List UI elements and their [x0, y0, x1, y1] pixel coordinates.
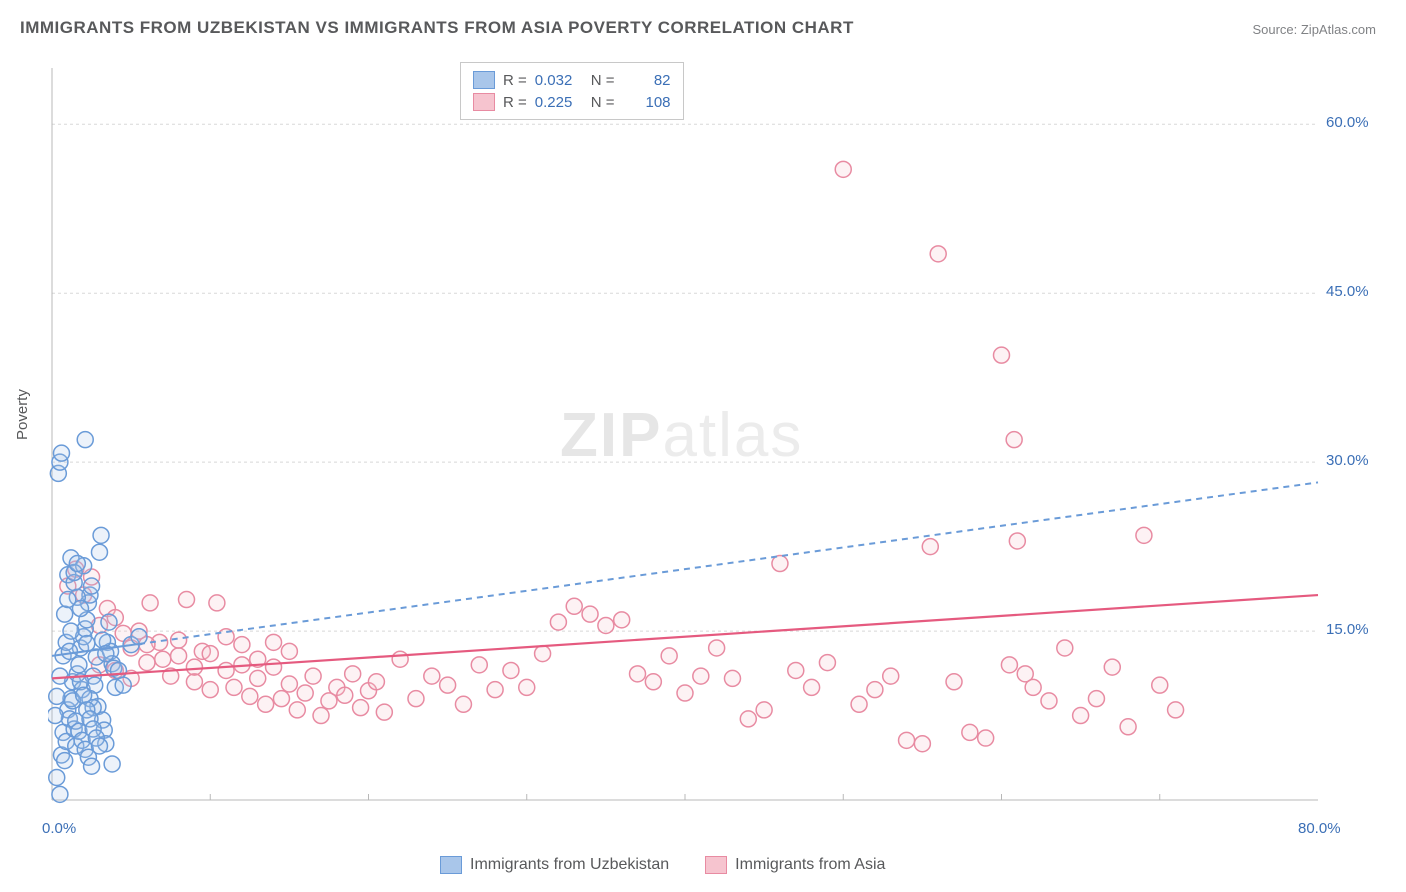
n-label: N =: [591, 94, 615, 111]
n-label: N =: [591, 72, 615, 89]
r-label: R =: [503, 94, 527, 111]
legend-item-label: Immigrants from Uzbekistan: [470, 856, 669, 874]
n-value: 108: [623, 94, 671, 111]
axis-tick-label: 30.0%: [1326, 452, 1369, 469]
source-attribution: Source: ZipAtlas.com: [1252, 22, 1376, 37]
axis-tick-label: 0.0%: [42, 820, 76, 837]
r-label: R =: [503, 72, 527, 89]
legend-stats-row: R = 0.032 N = 82: [473, 69, 671, 91]
y-axis-label: Poverty: [14, 389, 31, 440]
legend-swatch: [440, 856, 462, 874]
legend-stats-box: R = 0.032 N = 82 R = 0.225 N = 108: [460, 62, 684, 120]
legend-item: Immigrants from Asia: [705, 856, 885, 874]
axis-tick-label: 45.0%: [1326, 283, 1369, 300]
n-value: 82: [623, 72, 671, 89]
axis-tick-label: 80.0%: [1298, 820, 1341, 837]
chart-title: IMMIGRANTS FROM UZBEKISTAN VS IMMIGRANTS…: [20, 18, 854, 38]
legend-swatch: [705, 856, 727, 874]
r-value: 0.225: [535, 94, 583, 111]
legend-swatch: [473, 71, 495, 89]
legend-bottom: Immigrants from Uzbekistan Immigrants fro…: [440, 856, 885, 874]
axis-tick-label: 60.0%: [1326, 114, 1369, 131]
source-value: ZipAtlas.com: [1301, 22, 1376, 37]
legend-item-label: Immigrants from Asia: [735, 856, 885, 874]
source-label: Source:: [1252, 22, 1300, 37]
legend-swatch: [473, 93, 495, 111]
scatter-plot: [48, 60, 1378, 840]
legend-stats-row: R = 0.225 N = 108: [473, 91, 671, 113]
r-value: 0.032: [535, 72, 583, 89]
legend-item: Immigrants from Uzbekistan: [440, 856, 669, 874]
axis-tick-label: 15.0%: [1326, 621, 1369, 638]
